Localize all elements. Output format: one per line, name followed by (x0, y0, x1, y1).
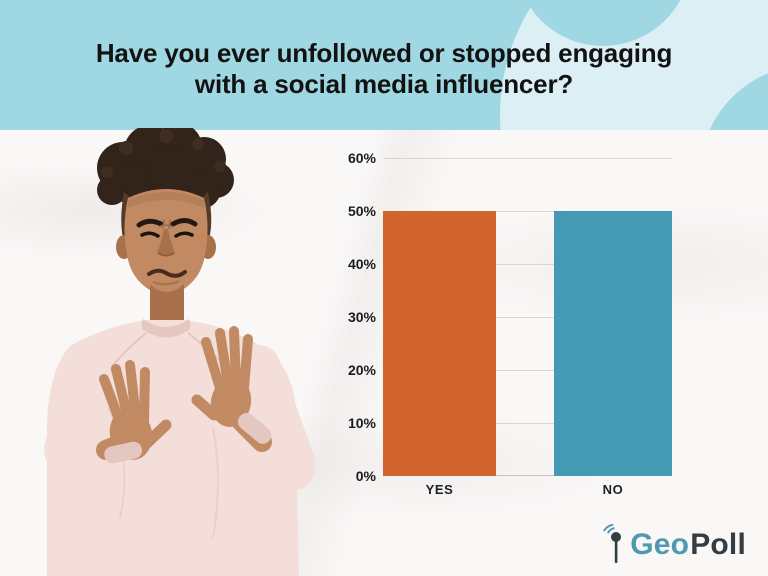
gridline-10 (383, 423, 672, 424)
gridline-50 (383, 211, 672, 212)
bar-no (554, 211, 672, 476)
gridline-30 (383, 317, 672, 318)
sleeve-upper-left (44, 338, 112, 472)
bar-yes (383, 211, 496, 476)
gridline-0 (383, 475, 672, 476)
gridline-20 (383, 370, 672, 371)
eyebrow-left (136, 218, 164, 228)
title-line-2: with a social media influencer? (194, 69, 574, 100)
frown-wrinkles (162, 219, 171, 229)
neck (150, 284, 184, 327)
y-tick-20: 20% (347, 362, 376, 378)
curly-hair (97, 128, 234, 209)
eyebrow-right (170, 218, 198, 227)
y-tick-40: 40% (347, 256, 376, 272)
y-tick-30: 30% (347, 309, 376, 325)
header-banner (0, 0, 768, 130)
eye-right (174, 231, 194, 238)
nose (157, 229, 175, 257)
cuff-left (104, 441, 142, 464)
collar (141, 319, 191, 338)
geopoll-logo: Geo Poll (603, 524, 746, 566)
man-grimacing-illustration (44, 128, 315, 576)
nose-wrinkle (158, 224, 174, 228)
bar-chart: 0% 10% 20% 30% 40% 50% 60% YES NO (340, 140, 700, 515)
cuff-right (237, 412, 272, 444)
x-label-no: NO (602, 482, 624, 497)
y-tick-50: 50% (347, 203, 376, 219)
chin-crease (152, 280, 180, 286)
y-tick-60: 60% (347, 150, 376, 166)
chart-plot (383, 158, 672, 476)
logo-text-geo: Geo (630, 528, 690, 561)
hand-right (191, 326, 253, 427)
forehead-shadow (128, 192, 204, 208)
gridline-60 (383, 158, 672, 159)
crease-2 (212, 427, 219, 539)
poll-question-title: Have you ever unfollowed or stopped enga… (0, 38, 768, 100)
mouth (147, 268, 187, 278)
x-label-yes: YES (425, 482, 454, 497)
y-tick-0: 0% (355, 468, 376, 484)
y-tick-10: 10% (347, 415, 376, 431)
eye-left (140, 231, 160, 238)
title-line-1: Have you ever unfollowed or stopped enga… (95, 38, 673, 68)
geopoll-antenna-icon (603, 524, 622, 563)
nostril-line (157, 252, 175, 257)
logo-text-poll: Poll (690, 528, 746, 561)
gridline-40 (383, 264, 672, 265)
